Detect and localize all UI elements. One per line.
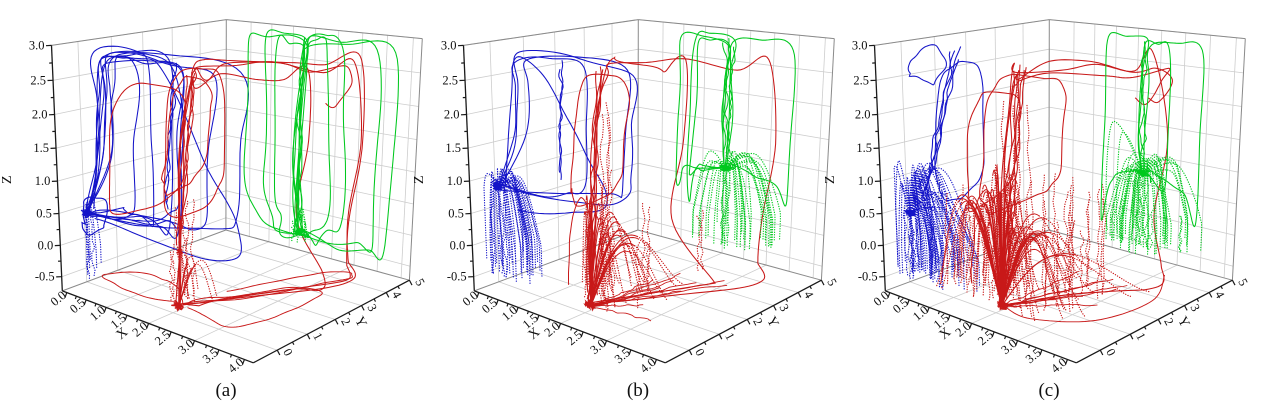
svg-text:-0.5: -0.5 — [35, 270, 55, 284]
svg-text:0.5: 0.5 — [67, 295, 88, 316]
svg-text:2.5: 2.5 — [152, 327, 173, 348]
svg-text:1.0: 1.0 — [87, 303, 108, 324]
svg-text:1.0: 1.0 — [35, 174, 51, 188]
svg-text:Z: Z — [823, 175, 838, 184]
svg-text:3.0: 3.0 — [441, 38, 457, 52]
svg-text:3.5: 3.5 — [1023, 345, 1044, 366]
svg-text:1.0: 1.0 — [858, 174, 874, 188]
svg-text:Y: Y — [763, 314, 781, 330]
svg-text:Z: Z — [0, 175, 15, 184]
svg-text:3: 3 — [364, 302, 379, 314]
svg-text:3.0: 3.0 — [998, 336, 1019, 357]
svg-text:3.5: 3.5 — [612, 345, 633, 366]
svg-text:5: 5 — [1235, 276, 1250, 288]
svg-text:3.5: 3.5 — [200, 345, 221, 366]
svg-text:3: 3 — [776, 302, 791, 314]
svg-text:5: 5 — [412, 276, 427, 288]
svg-text:2.5: 2.5 — [975, 327, 996, 348]
svg-text:Y: Y — [1174, 314, 1192, 330]
svg-text:2.0: 2.0 — [855, 108, 871, 122]
svg-text:0.0: 0.0 — [861, 238, 877, 252]
svg-text:3.0: 3.0 — [852, 38, 868, 52]
svg-text:0.0: 0.0 — [460, 288, 481, 309]
svg-text:1.5: 1.5 — [856, 141, 872, 155]
svg-text:4.0: 4.0 — [637, 355, 658, 376]
svg-text:4: 4 — [1212, 289, 1228, 302]
svg-text:(c): (c) — [1038, 380, 1059, 401]
svg-text:3.0: 3.0 — [29, 38, 45, 52]
svg-text:2.0: 2.0 — [444, 108, 460, 122]
svg-text:0.5: 0.5 — [479, 295, 500, 316]
svg-text:4.0: 4.0 — [1048, 355, 1069, 376]
svg-text:4: 4 — [801, 289, 817, 302]
svg-text:3.0: 3.0 — [587, 336, 608, 357]
svg-text:2.0: 2.0 — [953, 319, 974, 340]
svg-text:1.0: 1.0 — [910, 303, 931, 324]
svg-text:2.0: 2.0 — [32, 108, 48, 122]
svg-text:0.5: 0.5 — [36, 207, 52, 221]
svg-text:2.0: 2.0 — [542, 319, 563, 340]
svg-text:2.0: 2.0 — [130, 319, 151, 340]
svg-text:0.5: 0.5 — [448, 207, 464, 221]
svg-text:0.0: 0.0 — [871, 288, 892, 309]
svg-text:0.0: 0.0 — [38, 238, 54, 252]
svg-text:0.0: 0.0 — [450, 238, 466, 252]
svg-text:3: 3 — [1187, 302, 1202, 314]
svg-text:1.0: 1.0 — [499, 303, 520, 324]
svg-text:2.5: 2.5 — [564, 327, 585, 348]
svg-text:1.5: 1.5 — [445, 141, 461, 155]
svg-text:3.0: 3.0 — [175, 336, 196, 357]
svg-text:0.5: 0.5 — [890, 295, 911, 316]
svg-text:Z: Z — [412, 175, 427, 184]
svg-text:4.0: 4.0 — [225, 355, 246, 376]
svg-text:(b): (b) — [627, 380, 649, 401]
svg-text:5: 5 — [824, 276, 839, 288]
svg-text:2.5: 2.5 — [30, 73, 46, 87]
svg-text:2.5: 2.5 — [853, 73, 869, 87]
svg-text:-0.5: -0.5 — [447, 270, 467, 284]
svg-text:2.5: 2.5 — [442, 73, 458, 87]
svg-text:4: 4 — [389, 289, 405, 302]
svg-text:0.5: 0.5 — [859, 207, 875, 221]
svg-text:-0.5: -0.5 — [858, 270, 878, 284]
svg-text:(a): (a) — [215, 380, 236, 401]
svg-text:Y: Y — [351, 314, 369, 330]
svg-text:1.0: 1.0 — [447, 174, 463, 188]
svg-text:1.5: 1.5 — [33, 141, 49, 155]
svg-text:0.0: 0.0 — [48, 288, 69, 309]
